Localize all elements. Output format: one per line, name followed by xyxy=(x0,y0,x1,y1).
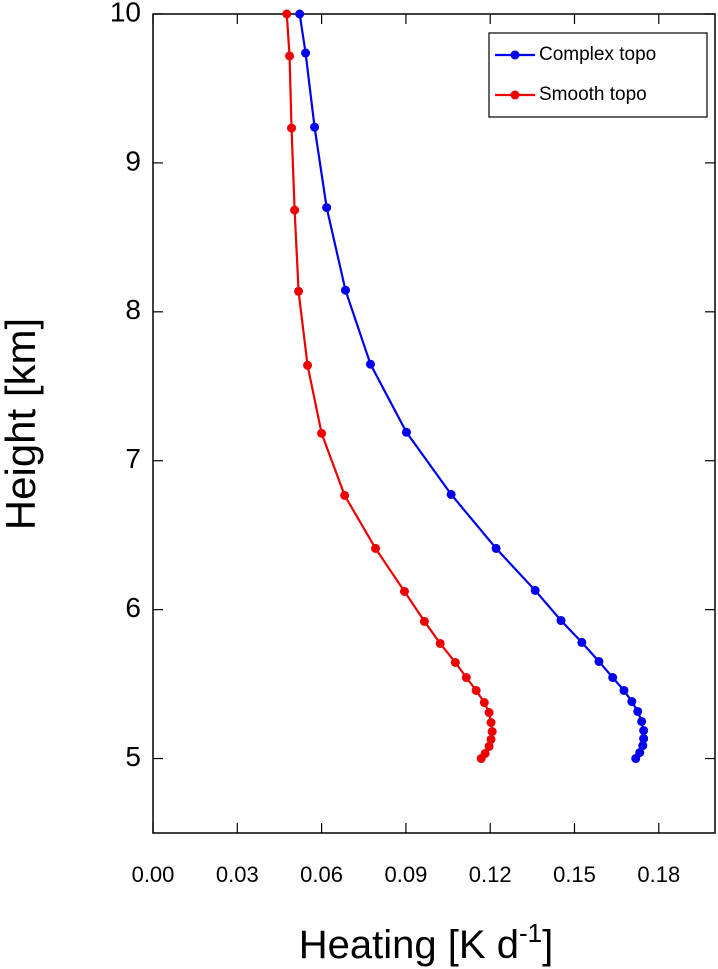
y-tick-label: 8 xyxy=(125,294,141,325)
y-axis-label: Height [km] xyxy=(0,318,44,530)
legend-box xyxy=(488,32,708,118)
legend-marker xyxy=(510,50,520,60)
legend-marker xyxy=(510,90,520,100)
data-point xyxy=(365,359,375,369)
data-point xyxy=(484,741,494,751)
legend-label: Complex topo xyxy=(539,44,656,65)
x-axis-label: Heating [K d-1] xyxy=(299,918,553,967)
data-point xyxy=(301,48,311,58)
legend-label: Smooth topo xyxy=(539,84,647,105)
data-point xyxy=(322,203,332,213)
y-tick-label: 10 xyxy=(110,0,141,27)
data-point xyxy=(282,9,292,19)
data-point xyxy=(594,656,604,666)
x-tick-label: 0.03 xyxy=(216,862,259,887)
y-tick-label: 7 xyxy=(125,443,141,474)
data-point xyxy=(530,585,540,595)
plot-frame xyxy=(152,13,716,834)
data-point xyxy=(310,122,320,132)
x-tick-label: 0.06 xyxy=(300,862,343,887)
data-point xyxy=(619,685,629,695)
data-point xyxy=(476,754,486,764)
data-point xyxy=(639,726,649,736)
data-point xyxy=(435,638,445,648)
series-line xyxy=(298,13,645,760)
data-point xyxy=(631,754,641,764)
data-point xyxy=(290,205,300,215)
y-tick-label: 5 xyxy=(125,741,141,772)
data-point xyxy=(317,428,327,438)
x-tick-label: 0.15 xyxy=(553,862,596,887)
data-point xyxy=(401,427,411,437)
data-point xyxy=(639,734,649,744)
data-point xyxy=(577,637,587,647)
data-point xyxy=(486,734,496,744)
data-point xyxy=(627,697,637,707)
data-point xyxy=(461,673,471,683)
data-point xyxy=(294,286,304,296)
data-point xyxy=(471,685,481,695)
data-point xyxy=(419,616,429,626)
data-point xyxy=(608,673,618,683)
y-tick-label: 6 xyxy=(125,592,141,623)
x-axis-label-end: ] xyxy=(542,923,553,967)
data-point xyxy=(479,698,489,708)
data-point xyxy=(399,586,409,596)
data-point xyxy=(340,490,350,500)
data-point xyxy=(637,716,647,726)
data-point xyxy=(287,123,297,133)
data-point xyxy=(285,51,295,61)
x-axis-label-exponent: -1 xyxy=(519,918,542,948)
x-axis-label-text: Heating [K d xyxy=(299,923,519,967)
data-point xyxy=(487,727,497,737)
data-point xyxy=(486,718,496,728)
data-point xyxy=(340,285,350,295)
x-tick-label: 0.09 xyxy=(384,862,427,887)
data-point xyxy=(371,543,381,553)
y-tick-label: 9 xyxy=(125,145,141,176)
data-point xyxy=(638,741,648,751)
data-point xyxy=(450,657,460,667)
data-point xyxy=(633,706,643,716)
data-point xyxy=(295,9,305,19)
data-point xyxy=(491,543,501,553)
x-tick-label: 0.12 xyxy=(469,862,512,887)
x-tick-label: 0.18 xyxy=(637,862,680,887)
data-point xyxy=(484,708,494,718)
data-point xyxy=(303,360,313,370)
data-point xyxy=(446,489,456,499)
x-tick-label: 0.00 xyxy=(132,862,175,887)
data-point xyxy=(556,616,566,626)
